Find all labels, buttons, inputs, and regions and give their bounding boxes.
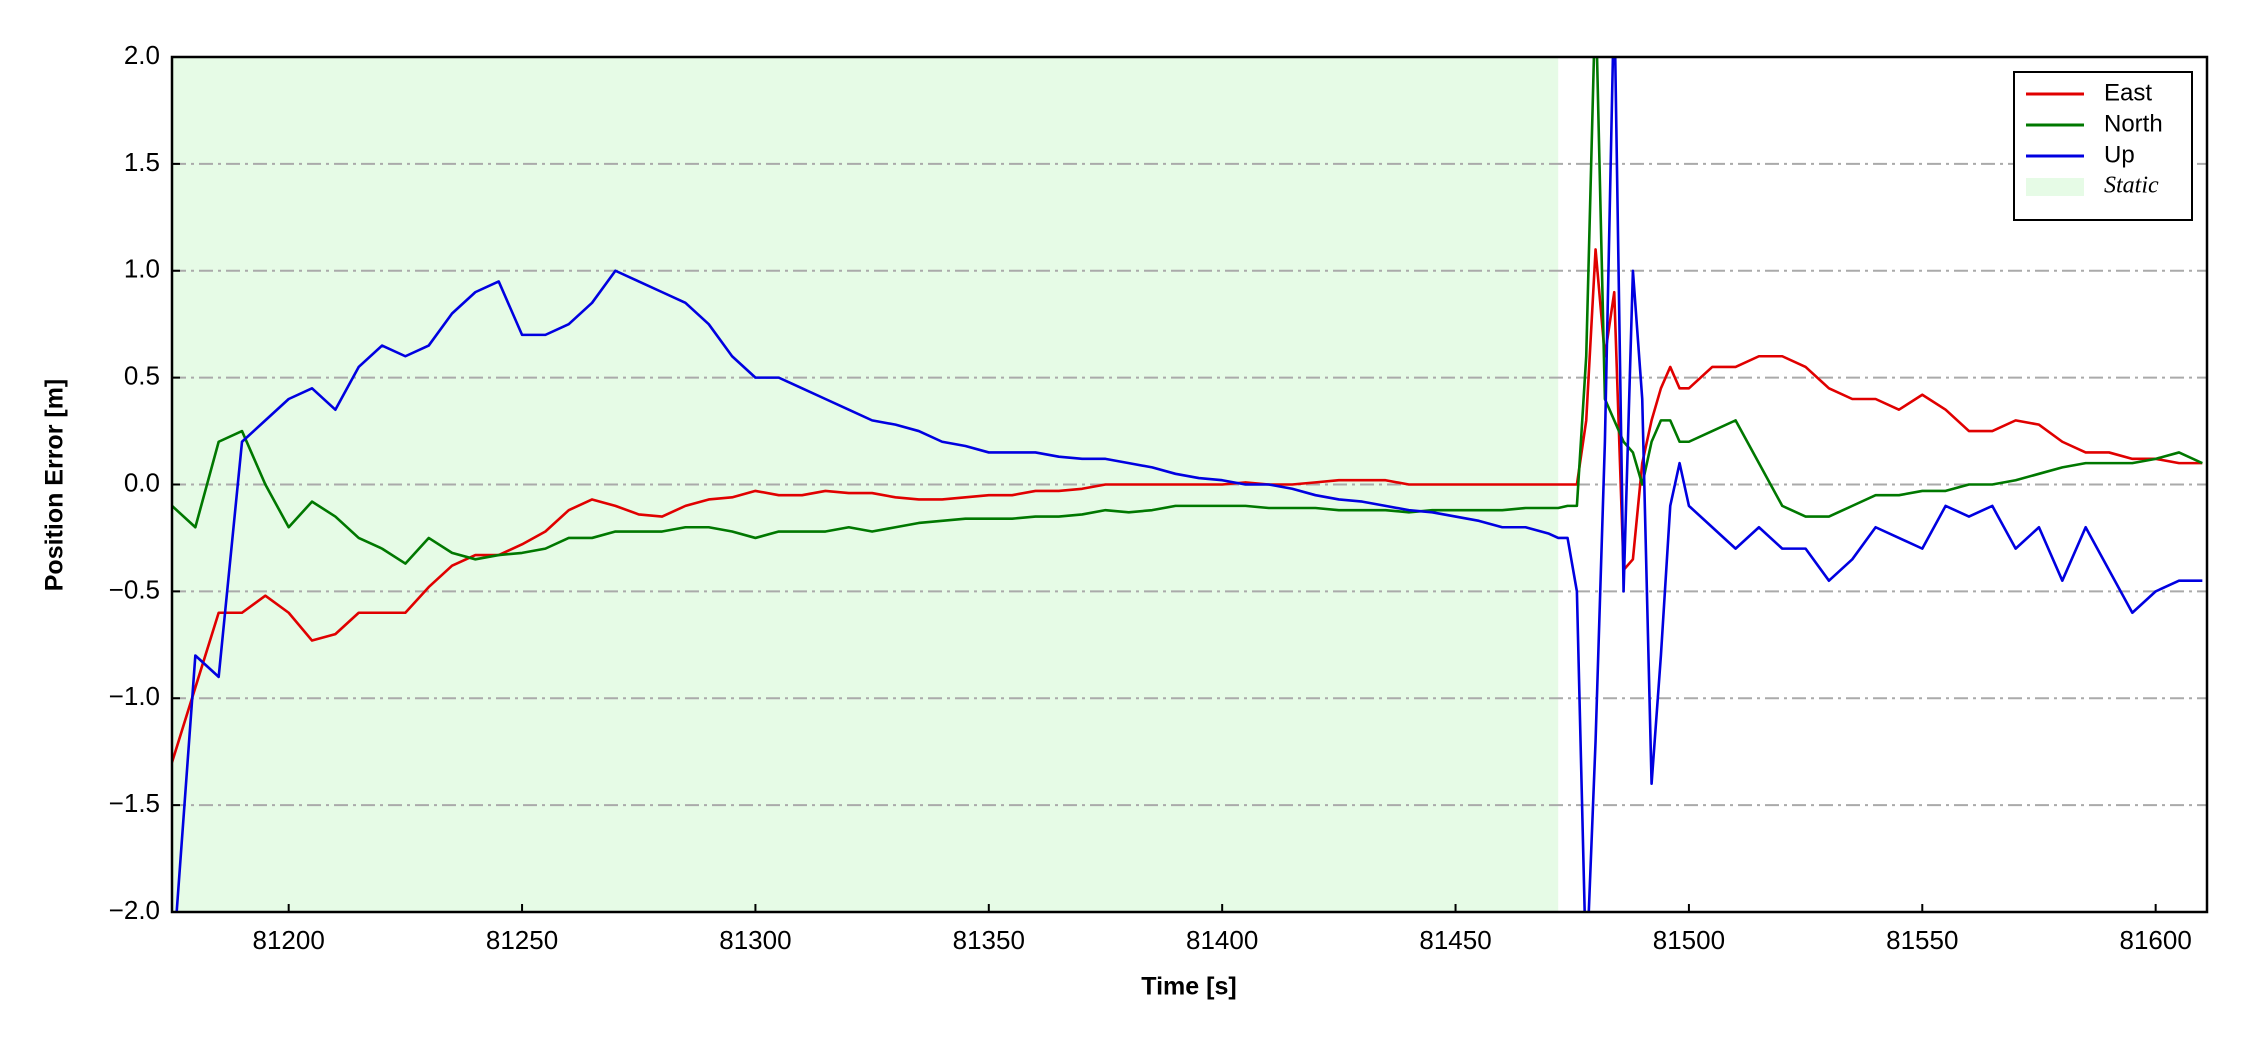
y-tick-label: 0.5 <box>124 361 160 391</box>
legend-label: East <box>2104 79 2152 106</box>
y-tick-label: −1.0 <box>109 681 160 711</box>
plot-background <box>172 57 1559 912</box>
x-tick-label: 81250 <box>486 925 558 955</box>
x-tick-label: 81200 <box>253 925 325 955</box>
series-line <box>172 248 2203 763</box>
legend-label: Up <box>2104 141 2135 168</box>
x-tick-label: 81300 <box>719 925 791 955</box>
x-tick-label: 81400 <box>1186 925 1258 955</box>
x-axis-label: Time [s] <box>1141 973 1236 1001</box>
x-tick-label: 81550 <box>1886 925 1958 955</box>
x-tick-label: 81450 <box>1419 925 1491 955</box>
legend-label: Static <box>2104 173 2159 199</box>
series-line <box>175 57 2203 912</box>
axes: −2.0 −1.5 −1.0 −0.5 0.0 0.5 1.0 1.5 2.0 81200 8125… <box>109 40 2209 955</box>
x-tick-label: 81600 <box>2120 925 2192 955</box>
lines <box>172 57 2203 912</box>
static-region <box>172 57 1559 912</box>
legend-swatch <box>2026 178 2084 196</box>
series-line <box>172 57 2203 565</box>
y-tick-label: −2.0 <box>109 895 160 925</box>
legend: East North Up Static <box>2013 71 2193 221</box>
y-tick-label: 1.0 <box>124 254 160 284</box>
x-tick-label: 81500 <box>1653 925 1725 955</box>
legend-label: North <box>2104 110 2163 137</box>
x-tick-label: 81350 <box>953 925 1025 955</box>
legend-box <box>2013 71 2193 221</box>
y-axis-label: Position Error [m] <box>41 379 69 592</box>
y-tick-label: 0.0 <box>124 467 160 497</box>
plot-frame <box>170 55 2209 914</box>
y-tick-label: −0.5 <box>109 574 160 604</box>
y-tick-label: 1.5 <box>124 147 160 177</box>
y-tick-label: 2.0 <box>124 40 160 70</box>
y-tick-label: −1.5 <box>109 788 160 818</box>
